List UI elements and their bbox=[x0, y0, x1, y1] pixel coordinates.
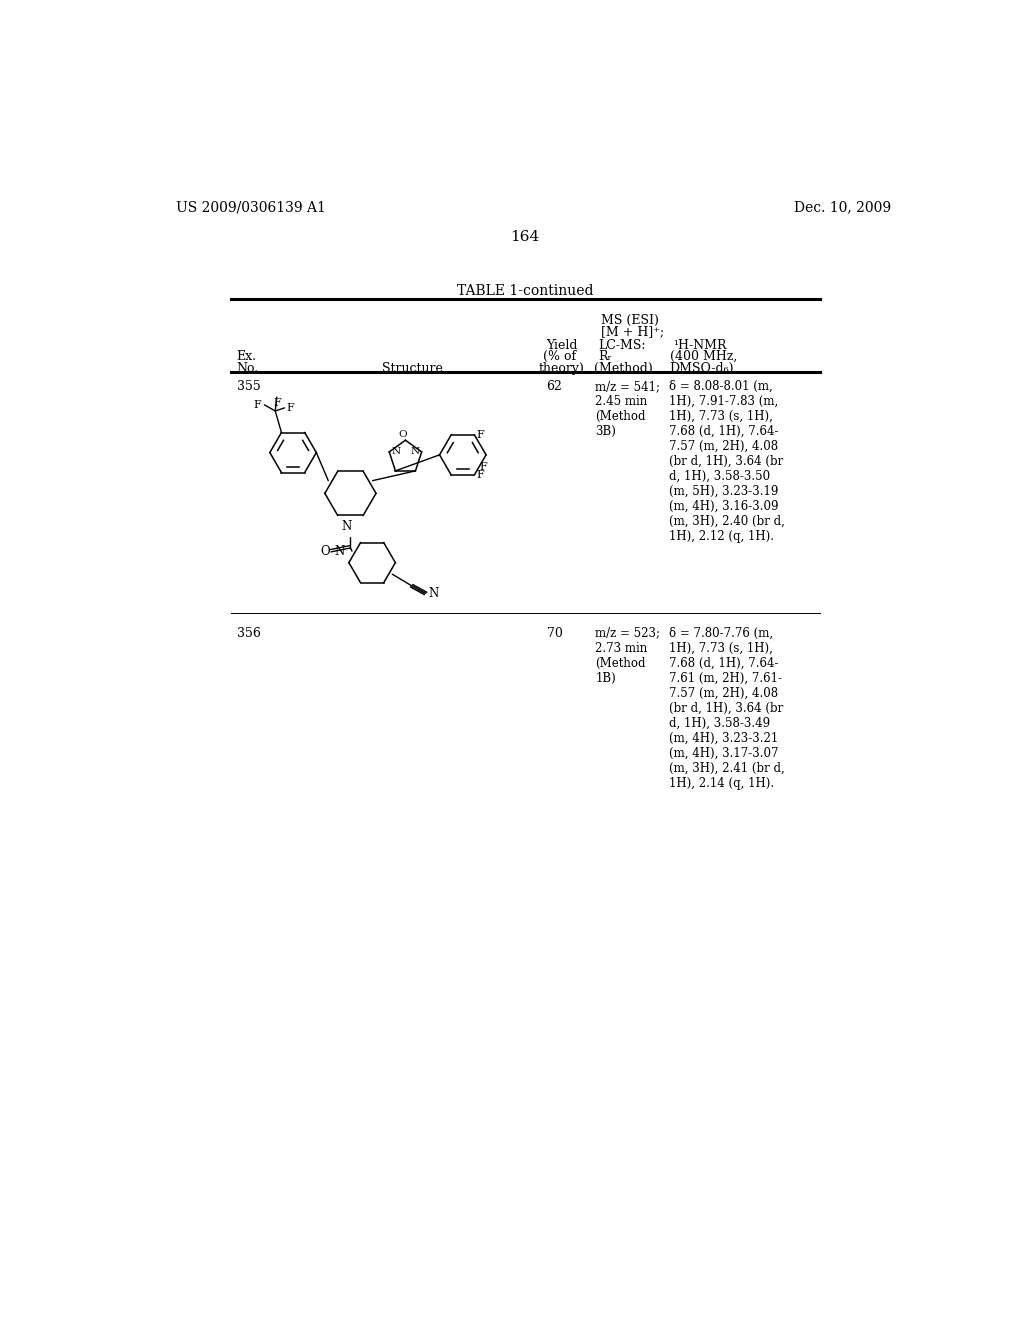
Text: O: O bbox=[398, 430, 407, 438]
Text: δ = 8.08-8.01 (m,
1H), 7.91-7.83 (m,
1H), 7.73 (s, 1H),
7.68 (d, 1H), 7.64-
7.57: δ = 8.08-8.01 (m, 1H), 7.91-7.83 (m, 1H)… bbox=[669, 380, 784, 543]
Text: F: F bbox=[477, 430, 484, 440]
Text: F: F bbox=[480, 462, 487, 473]
Text: F: F bbox=[477, 470, 484, 480]
Text: N: N bbox=[341, 520, 351, 533]
Text: [M + H]⁺;: [M + H]⁺; bbox=[601, 326, 664, 338]
Text: MS (ESI): MS (ESI) bbox=[601, 314, 658, 327]
Text: ¹H-NMR: ¹H-NMR bbox=[673, 339, 726, 351]
Text: (Method): (Method) bbox=[594, 362, 652, 375]
Text: 356: 356 bbox=[237, 627, 260, 640]
Text: 70: 70 bbox=[547, 627, 562, 640]
Text: Yield: Yield bbox=[547, 339, 578, 351]
Text: F: F bbox=[273, 397, 282, 408]
Text: No.: No. bbox=[237, 362, 259, 375]
Text: O: O bbox=[321, 545, 330, 558]
Text: N: N bbox=[411, 447, 420, 457]
Text: F: F bbox=[254, 400, 261, 409]
Text: 62: 62 bbox=[547, 380, 562, 393]
Text: N: N bbox=[428, 587, 438, 601]
Text: m/z = 541;
2.45 min
(Method
3B): m/z = 541; 2.45 min (Method 3B) bbox=[595, 380, 660, 438]
Text: N: N bbox=[391, 447, 400, 457]
Text: m/z = 523;
2.73 min
(Method
1B): m/z = 523; 2.73 min (Method 1B) bbox=[595, 627, 660, 685]
Text: theory): theory) bbox=[539, 362, 585, 375]
Text: Rᵣ: Rᵣ bbox=[598, 350, 612, 363]
Text: 164: 164 bbox=[510, 230, 540, 244]
Text: δ = 7.80-7.76 (m,
1H), 7.73 (s, 1H),
7.68 (d, 1H), 7.64-
7.61 (m, 2H), 7.61-
7.5: δ = 7.80-7.76 (m, 1H), 7.73 (s, 1H), 7.6… bbox=[669, 627, 784, 789]
Text: Structure: Structure bbox=[382, 362, 443, 375]
Text: Dec. 10, 2009: Dec. 10, 2009 bbox=[795, 201, 892, 215]
Text: (% of: (% of bbox=[543, 350, 575, 363]
Text: (400 MHz,: (400 MHz, bbox=[671, 350, 737, 363]
Text: F: F bbox=[286, 403, 294, 413]
Text: US 2009/0306139 A1: US 2009/0306139 A1 bbox=[176, 201, 326, 215]
Text: TABLE 1-continued: TABLE 1-continued bbox=[457, 284, 593, 298]
Text: DMSO-d₆): DMSO-d₆) bbox=[670, 362, 734, 375]
Text: N: N bbox=[334, 545, 344, 557]
Text: 355: 355 bbox=[237, 380, 260, 393]
Text: LC-MS:: LC-MS: bbox=[598, 339, 646, 351]
Text: Ex.: Ex. bbox=[237, 350, 256, 363]
